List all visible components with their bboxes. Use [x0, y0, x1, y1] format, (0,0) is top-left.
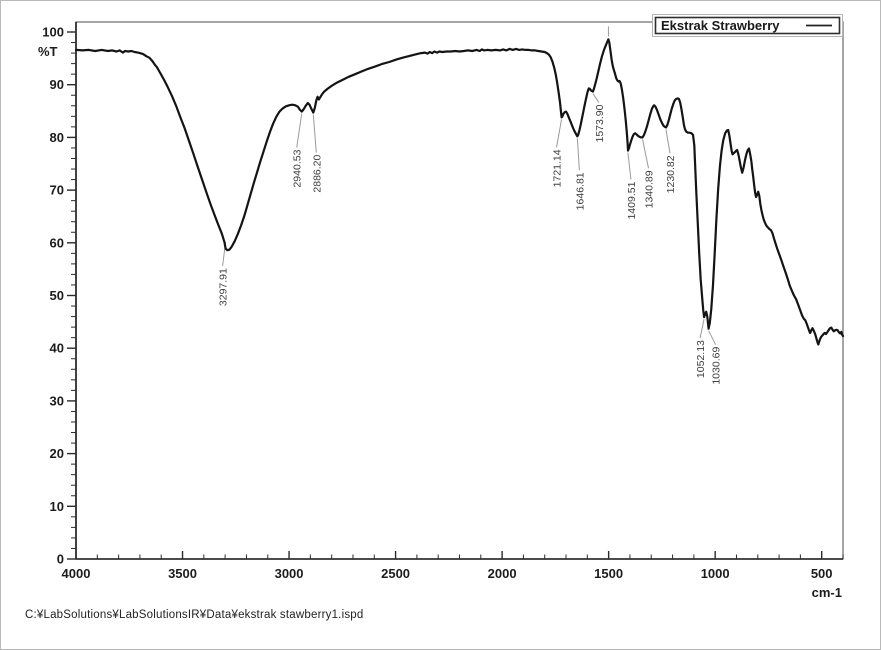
x-tick-label: 1000	[701, 566, 730, 581]
peak-leader-line	[296, 113, 303, 148]
peak-wavenumber-label: 1721.14	[552, 149, 564, 187]
peak-leader-line	[642, 139, 650, 169]
plot-frame	[75, 21, 844, 560]
x-tick-label: 2500	[381, 566, 410, 581]
x-tick-label: 1500	[594, 566, 623, 581]
y-tick-label: 40	[50, 341, 64, 356]
x-tick-label: 2000	[488, 566, 517, 581]
peak-labels: 3297.91 2940.53 2886.20 1721.14 1646.81 1573.…	[218, 104, 723, 384]
x-tick-label: 4000	[62, 566, 91, 581]
peak-leader-line	[556, 119, 563, 148]
peak-leader-line	[592, 93, 600, 103]
file-path: C:¥LabSolutions¥LabSolutionsIR¥Data¥ekst…	[25, 609, 364, 621]
y-tick-label: 70	[50, 183, 64, 198]
y-tick-label: 100	[42, 25, 64, 40]
axis-ticks	[67, 31, 844, 560]
legend-series-label: Ekstrak Strawberry	[661, 18, 780, 33]
y-tick-label: 60	[50, 235, 64, 250]
y-tick-label: 20	[50, 446, 64, 461]
peak-leader-line	[576, 138, 580, 171]
x-axis-unit-label: cm-1	[812, 585, 842, 600]
peak-leader-line	[708, 330, 717, 345]
peak-wavenumber-label: 2940.53	[292, 149, 304, 187]
ir-spectrum-chart: 4000 3500 3000 2500 2000 1500 1000 500 0 10 20 30 40…	[38, 14, 845, 600]
spectrum-curve	[74, 38, 845, 346]
y-tick-label: 10	[50, 499, 64, 514]
y-tick-label: 50	[50, 288, 64, 303]
peak-leader-line	[312, 114, 317, 153]
peak-leader-line	[699, 319, 705, 339]
axis-tick-labels: 4000 3500 3000 2500 2000 1500 1000 500 0 10 20 30 40…	[42, 25, 832, 582]
peak-wavenumber-label: 1340.89	[644, 170, 656, 208]
legend-box	[654, 16, 841, 35]
y-tick-label: 80	[50, 130, 64, 145]
y-tick-label: 90	[50, 77, 64, 92]
x-tick-label: 500	[811, 566, 833, 581]
peak-wavenumber-label: 1052.13	[695, 340, 707, 378]
peak-wavenumber-label: 3297.91	[218, 268, 230, 306]
peak-wavenumber-label: 2886.20	[311, 154, 323, 192]
peak-leader-lines	[222, 26, 717, 345]
peak-wavenumber-label: 1573.90	[594, 104, 606, 142]
peak-leader-line	[627, 152, 632, 180]
y-tick-label: 30	[50, 393, 64, 408]
peak-wavenumber-label: 1646.81	[574, 172, 586, 210]
spectrum-line	[74, 38, 845, 346]
peak-wavenumber-label: 1030.69	[711, 347, 723, 385]
y-axis-unit-label: %T	[38, 44, 58, 59]
peak-wavenumber-label: 1230.82	[665, 155, 677, 193]
x-tick-label: 3000	[275, 566, 304, 581]
peak-leader-line	[665, 129, 671, 154]
y-tick-label: 0	[57, 552, 64, 567]
x-tick-label: 3500	[168, 566, 197, 581]
legend: Ekstrak Strawberry	[652, 14, 843, 37]
peak-wavenumber-label: 1409.51	[626, 181, 638, 219]
